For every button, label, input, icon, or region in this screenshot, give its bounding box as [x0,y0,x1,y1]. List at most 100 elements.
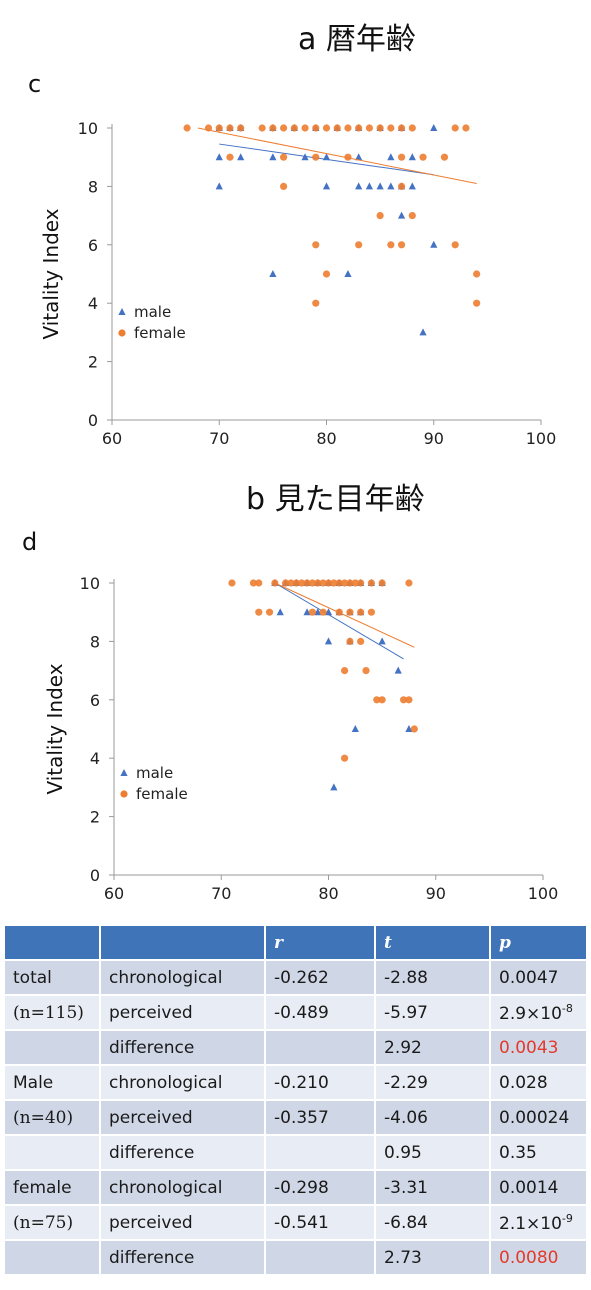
female-point [340,579,349,587]
p-cell: 0.35 [489,1134,588,1171]
male-point [303,608,311,616]
female-point [399,696,408,704]
legend-label-female: female [134,324,186,342]
legend-label-male: male [134,303,171,321]
p-cell: 0.0014 [489,1169,588,1206]
female-point [346,608,354,616]
type-cell: perceived [99,1204,266,1241]
r-cell: -0.210 [264,1064,376,1101]
r-cell: -0.541 [264,1204,376,1241]
t-cell: -6.84 [374,1204,491,1241]
female-point [373,696,381,704]
male-point [324,637,333,645]
y-tick-label: 4 [90,749,100,768]
t-cell: -2.88 [374,959,491,996]
series-female [228,579,418,762]
female-point [255,579,263,587]
female-point [357,579,365,587]
p-cell: 2.1×10-9 [489,1204,588,1241]
female-point [335,579,343,587]
female-point [405,579,413,587]
type-cell: difference [99,1029,266,1066]
female-point [408,212,416,220]
female-point [215,124,223,132]
p-cell: 0.0047 [489,959,588,996]
type-cell: difference [99,1239,266,1276]
female-point [451,124,459,132]
male-point [376,182,384,190]
p-value-exponent: -9 [561,1211,573,1225]
t-cell: -4.06 [374,1099,491,1136]
female-point [258,124,266,132]
female-point [226,124,234,132]
legend-label-female: female [136,785,188,803]
female-point [376,212,384,220]
header-r: r [264,924,376,961]
group-cell [3,1134,101,1171]
female-point [357,637,365,645]
table-row: difference 0.95 0.35 [3,1134,588,1171]
x-tick-label: 80 [316,429,336,448]
female-point [346,579,354,587]
female-point [280,153,288,161]
female-point [344,153,352,161]
legend-marker-female [120,790,128,798]
female-point [340,667,349,675]
female-point [397,241,406,249]
table-row: (n=115) perceived -0.489 -5.97 2.9×10-8 [3,994,588,1031]
r-cell [264,1134,376,1171]
p-cell: 2.9×10-8 [489,994,588,1031]
female-point [312,299,320,307]
female-point [324,579,333,587]
panel-letter-c: c [28,70,42,98]
male-point [408,182,416,190]
x-tick-label: 90 [426,884,446,903]
t-cell: -2.29 [374,1064,491,1101]
p-cell: 0.0043 [489,1029,588,1066]
t-cell: 2.92 [374,1029,491,1066]
group-cell [3,1029,101,1066]
r-cell: -0.357 [264,1099,376,1136]
male-point [378,637,386,645]
y-tick-label: 0 [88,411,98,430]
female-point [292,579,300,587]
group-cell: total [3,959,101,996]
female-point [378,579,386,587]
y-tick-label: 8 [88,177,98,196]
female-point [303,579,311,587]
legend-marker-male [118,308,126,315]
female-point [282,579,290,587]
t-cell: 2.73 [374,1239,491,1276]
female-point [255,608,263,616]
x-tick-label: 70 [209,429,229,448]
female-point [410,725,418,733]
female-point [290,124,298,132]
legend-label-male: male [136,764,173,782]
type-cell: perceived [99,994,266,1031]
x-tick-label: 60 [102,429,122,448]
female-point [351,579,359,587]
female-point [265,608,274,616]
female-point [322,270,331,278]
y-tick-label: 4 [88,294,98,313]
male-point [269,270,277,277]
female-point [405,696,413,704]
x-tick-label: 100 [528,884,559,903]
type-cell: chronological [99,959,266,996]
male-point [215,182,223,190]
female-point [362,667,370,675]
p-cell: 0.0080 [489,1239,588,1276]
male-point [314,608,322,616]
x-tick-label: 100 [526,429,557,448]
female-point [387,124,395,132]
female-point [473,299,481,307]
female-point [473,270,481,278]
male-point [430,240,438,248]
female-point [314,579,322,587]
type-cell: perceived [99,1099,266,1136]
r-cell: -0.489 [264,994,376,1031]
female-point [376,124,384,132]
p-cell: 0.00024 [489,1099,588,1136]
trendline-female [197,127,477,184]
female-point [387,241,395,249]
